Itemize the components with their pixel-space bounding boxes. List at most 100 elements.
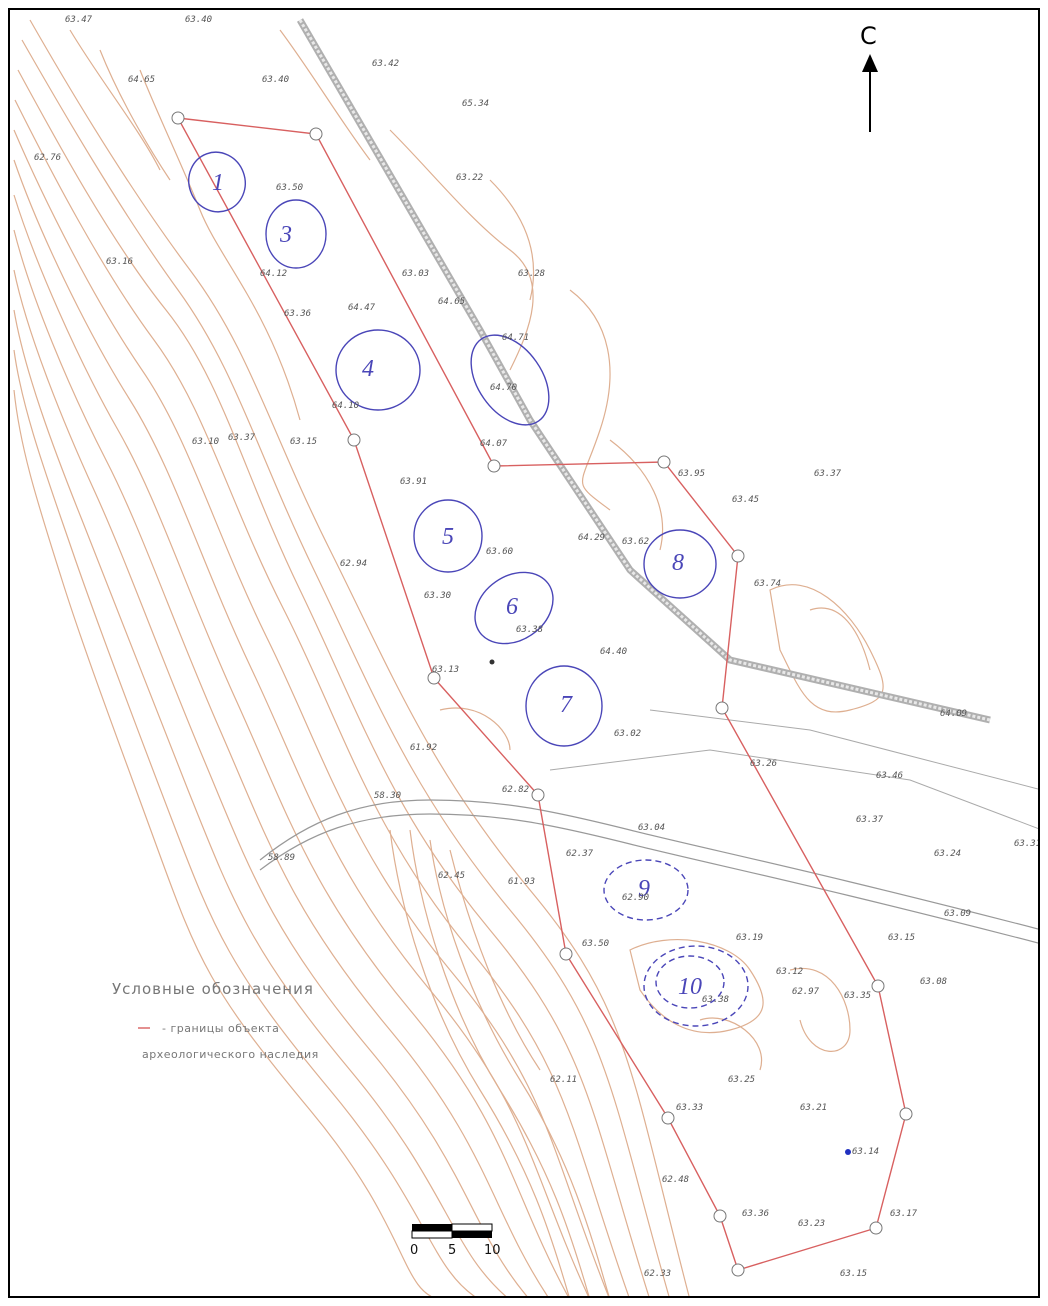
mound-number: 10 (678, 974, 702, 1000)
elevation: 63.40 (185, 15, 212, 25)
mound-number: 4 (362, 356, 374, 382)
scale-label: 10 (484, 1243, 501, 1258)
elevation: 63.25 (728, 1075, 755, 1085)
elevation: 58.89 (268, 853, 295, 863)
mound-6 (474, 571, 554, 645)
mound-number: 1 (212, 170, 224, 196)
elevation: 64.12 (260, 269, 287, 279)
elevation: 63.35 (844, 991, 871, 1001)
elevation: 62.11 (550, 1075, 577, 1085)
elevation: 63.10 (192, 437, 219, 447)
elevation: 64.10 (332, 401, 359, 411)
mound-10-inner (655, 955, 725, 1009)
elevation: 63.15 (840, 1269, 867, 1279)
elevation: 63.08 (920, 977, 947, 987)
scale-bar: 0 5 10 (410, 1223, 501, 1258)
elevation: 63.03 (402, 269, 429, 279)
mound-extra (470, 334, 550, 426)
elevation: 63.04 (638, 823, 665, 833)
mound-number: 5 (442, 524, 454, 550)
elevation: 64.65 (128, 75, 155, 85)
elevation: 63.19 (736, 933, 763, 943)
elevation: 63.12 (776, 967, 803, 977)
legend: Условные обозначения - границы объекта а… (112, 980, 319, 1061)
boundary-polygon (176, 117, 907, 1271)
map-frame: 1 3 4 5 6 7 8 9 10 63.47 63.40 63.42 63.… (8, 8, 1040, 1298)
point-markers (489, 659, 851, 1155)
elevation: 63.31 (1014, 839, 1040, 849)
elevation: 63.47 (65, 15, 93, 25)
mound-number: 9 (638, 876, 650, 902)
elevation: 63.37 (814, 469, 842, 479)
mound-number: 6 (506, 594, 518, 620)
elevation: 63.45 (732, 495, 759, 505)
elevation: 64.29 (578, 533, 605, 543)
elevation: 63.95 (678, 469, 705, 479)
elevation: 62.90 (622, 893, 649, 903)
elevation: 64.47 (348, 303, 376, 313)
elevation: 63.42 (372, 59, 399, 69)
elevation: 64.40 (600, 647, 627, 657)
elevation: 63.37 (856, 815, 884, 825)
elevation: 63.15 (290, 437, 317, 447)
mounds (188, 151, 749, 1027)
elevation: 63.62 (622, 537, 649, 547)
mound-1 (188, 151, 246, 213)
elevation: 62.76 (34, 153, 61, 163)
elevation: 63.22 (456, 173, 483, 183)
mound-3 (265, 199, 327, 269)
elevation: 63.60 (486, 547, 513, 557)
scale-label: 5 (448, 1243, 456, 1258)
boundary-vertices (171, 111, 913, 1277)
elevation: 63.91 (400, 477, 427, 487)
elevation: 63.02 (614, 729, 641, 739)
elevation: 63.33 (676, 1103, 703, 1113)
north-label: С (860, 22, 877, 50)
contour-lines (13, 19, 884, 1296)
mound-7 (525, 665, 603, 747)
elevation: 63.37 (228, 433, 256, 443)
elevation: 63.16 (106, 257, 133, 267)
elevation: 63.24 (934, 849, 961, 859)
elevation: 63.46 (876, 771, 903, 781)
mound-number: 7 (560, 692, 573, 718)
elevation: 62.33 (644, 1269, 671, 1279)
elevation: 64.07 (480, 439, 508, 449)
elevation: 63.36 (742, 1209, 769, 1219)
elevation: 63.15 (888, 933, 915, 943)
elevation: 63.38 (702, 995, 729, 1005)
elevation: 62.45 (438, 871, 465, 881)
scale-label: 0 (410, 1243, 418, 1258)
elevation: 63.74 (754, 579, 781, 589)
elevation: 61.92 (410, 743, 437, 753)
elevation: 63.38 (516, 625, 543, 635)
legend-line1: - границы объекта (162, 1022, 279, 1035)
mound-numbers: 1 3 4 5 6 7 8 9 10 (212, 170, 702, 1000)
elevation: 65.34 (462, 99, 489, 109)
mound-4 (335, 329, 421, 411)
elevation: 63.14 (852, 1147, 879, 1157)
elevation: 63.26 (750, 759, 777, 769)
elevation: 64.71 (502, 333, 529, 343)
mound-5 (413, 499, 483, 573)
elevation: 63.30 (424, 591, 451, 601)
elevation: 64.65 (438, 297, 465, 307)
elevation: 64.09 (940, 709, 967, 719)
elevation: 63.09 (944, 909, 971, 919)
elevation: 63.50 (276, 183, 303, 193)
elevation: 62.37 (566, 849, 594, 859)
elevation: 62.48 (662, 1175, 689, 1185)
roads (259, 18, 1038, 944)
elevation: 63.13 (432, 665, 459, 675)
elevation: 63.36 (284, 309, 311, 319)
mound-9 (603, 859, 689, 921)
elevation: 61.93 (508, 877, 535, 887)
elevation: 64.70 (490, 383, 517, 393)
legend-line2: археологического наследия (142, 1048, 319, 1061)
elevation: 63.40 (262, 75, 289, 85)
north-arrow (862, 54, 878, 132)
elevation: 62.94 (340, 559, 367, 569)
elevation: 62.82 (502, 785, 529, 795)
elevation: 63.17 (890, 1209, 918, 1219)
elevation: 62.97 (792, 987, 820, 997)
